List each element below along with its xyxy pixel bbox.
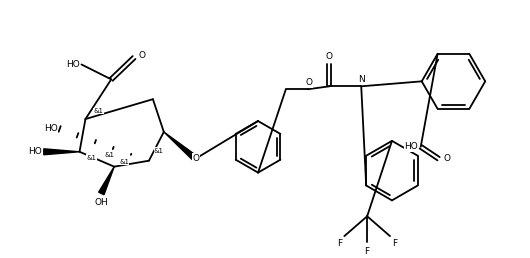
Text: &1: &1: [104, 152, 114, 158]
Text: HO: HO: [44, 124, 58, 133]
Text: F: F: [392, 239, 397, 248]
Text: O: O: [138, 51, 145, 60]
Text: &1: &1: [86, 155, 96, 161]
Polygon shape: [164, 132, 198, 161]
Text: &1: &1: [93, 108, 103, 114]
Text: HO: HO: [28, 147, 42, 156]
Text: F: F: [337, 239, 342, 248]
Text: F: F: [365, 247, 370, 256]
Text: &1: &1: [154, 148, 164, 154]
Text: O: O: [444, 154, 450, 163]
Text: HO: HO: [404, 142, 418, 151]
Text: O: O: [192, 154, 199, 163]
Text: OH: OH: [94, 198, 108, 207]
Text: O: O: [326, 52, 333, 61]
Text: O: O: [305, 78, 312, 87]
Text: &1: &1: [119, 159, 129, 165]
Polygon shape: [44, 149, 80, 155]
Text: HO: HO: [66, 60, 80, 69]
Polygon shape: [99, 167, 114, 195]
Text: N: N: [358, 75, 365, 84]
